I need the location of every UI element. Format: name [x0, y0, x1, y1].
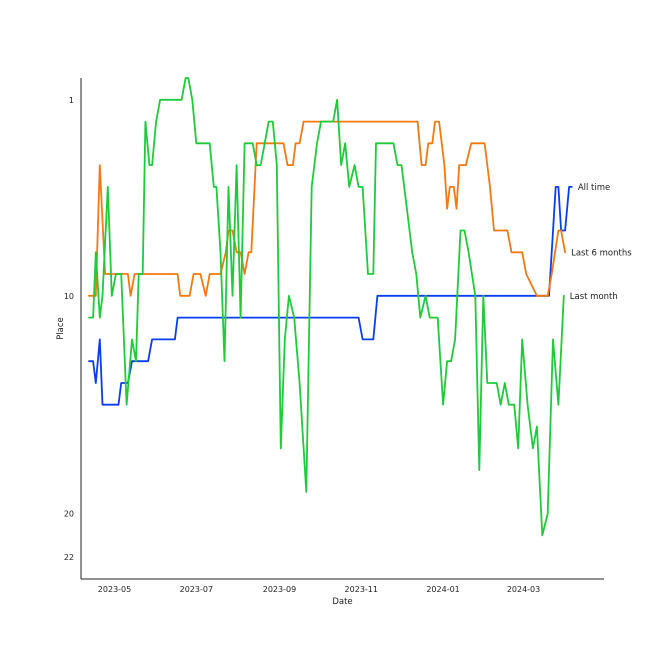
y-tick-label: 10 — [64, 292, 74, 301]
series-label-last-6-months: Last 6 months — [571, 248, 632, 258]
axes — [80, 78, 604, 580]
y-tick-label: 20 — [64, 510, 74, 519]
x-tick-label: 2023-05 — [98, 585, 131, 594]
x-tick-label: 2024-03 — [507, 585, 540, 594]
x-tick-label: 2023-11 — [345, 585, 378, 594]
series-layer — [88, 77, 573, 537]
series-line-last-month — [88, 77, 565, 537]
x-ticks: 2023-05 2023-07 2023-09 2023-11 2024-01 2024-… — [98, 585, 540, 594]
x-tick-label: 2024-01 — [426, 585, 459, 594]
y-axis-label: Place — [56, 317, 66, 340]
x-axis-label: Date — [332, 597, 352, 607]
y-ticks: 1 10 20 22 — [64, 96, 74, 562]
y-tick-label: 1 — [69, 96, 74, 105]
x-tick-label: 2023-09 — [263, 585, 296, 594]
series-line-all-time — [88, 185, 573, 406]
x-tick-label: 2023-07 — [180, 585, 213, 594]
y-tick-label: 22 — [64, 553, 74, 562]
series-label-last-month: Last month — [570, 292, 618, 302]
series-line-last-6-months — [88, 120, 566, 297]
series-labels: All time Last 6 months Last month — [570, 183, 632, 302]
series-label-all-time: All time — [578, 183, 610, 193]
